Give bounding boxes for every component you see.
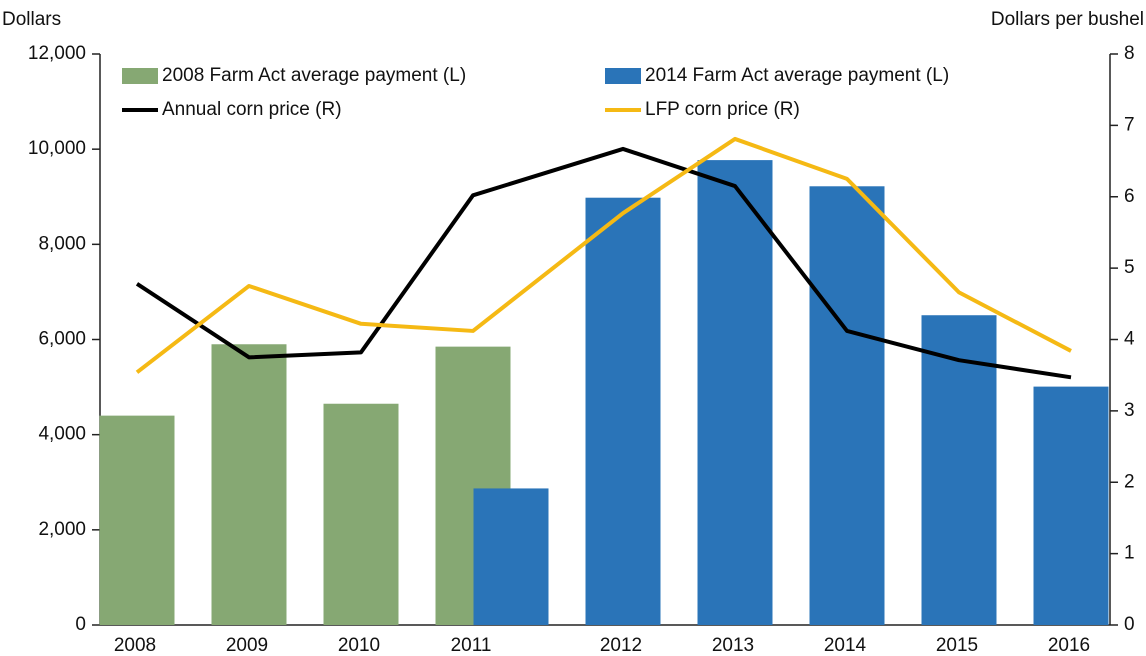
y2-tick-label: 1 bbox=[1124, 543, 1135, 564]
x-tick-label: 2010 bbox=[338, 635, 380, 656]
y2-tick-label: 2 bbox=[1124, 471, 1135, 492]
y-tick-label: 4,000 bbox=[38, 424, 86, 445]
y2-tick-label: 4 bbox=[1124, 329, 1135, 350]
line bbox=[135, 146, 1072, 380]
bar bbox=[99, 415, 175, 625]
legend-swatch bbox=[122, 68, 158, 84]
legend-label: Annual corn price (R) bbox=[162, 99, 342, 120]
legend-label: 2014 Farm Act average payment (L) bbox=[645, 65, 949, 86]
y-tick-label: 12,000 bbox=[28, 43, 86, 64]
bar bbox=[211, 344, 287, 625]
legend-label: 2008 Farm Act average payment (L) bbox=[162, 65, 466, 86]
bar bbox=[697, 160, 773, 625]
bar bbox=[921, 315, 997, 625]
legend-label: LFP corn price (R) bbox=[645, 99, 800, 120]
y-axis-label: Dollars bbox=[2, 9, 61, 30]
line bbox=[135, 136, 1072, 374]
bar bbox=[473, 488, 549, 625]
y2-tick-label: 3 bbox=[1124, 400, 1135, 421]
bar bbox=[809, 186, 885, 625]
y2-tick-label: 0 bbox=[1124, 614, 1135, 635]
y2-tick-label: 7 bbox=[1124, 114, 1135, 135]
x-tick-label: 2013 bbox=[712, 635, 754, 656]
x-tick-label: 2011 bbox=[451, 635, 492, 656]
y-tick-label: 6,000 bbox=[38, 329, 86, 350]
bar bbox=[585, 197, 661, 625]
bar bbox=[1033, 386, 1109, 625]
legend-swatch bbox=[605, 68, 641, 84]
bar bbox=[323, 403, 399, 625]
x-tick-label: 2014 bbox=[824, 635, 867, 656]
y-tick-label: 0 bbox=[75, 614, 86, 635]
x-tick-label: 2009 bbox=[226, 635, 268, 656]
x-tick-label: 2016 bbox=[1048, 635, 1090, 656]
y-tick-label: 8,000 bbox=[38, 233, 86, 254]
y2-axis-label: Dollars per bushel bbox=[991, 9, 1144, 30]
y2-tick-label: 6 bbox=[1124, 186, 1135, 207]
y2-tick-label: 8 bbox=[1124, 43, 1135, 64]
y-tick-label: 10,000 bbox=[28, 138, 86, 159]
y-tick-label: 2,000 bbox=[38, 519, 86, 540]
y2-tick-label: 5 bbox=[1124, 257, 1135, 278]
x-tick-label: 2008 bbox=[114, 635, 156, 656]
x-tick-label: 2015 bbox=[936, 635, 978, 656]
x-tick-label: 2012 bbox=[600, 635, 642, 656]
